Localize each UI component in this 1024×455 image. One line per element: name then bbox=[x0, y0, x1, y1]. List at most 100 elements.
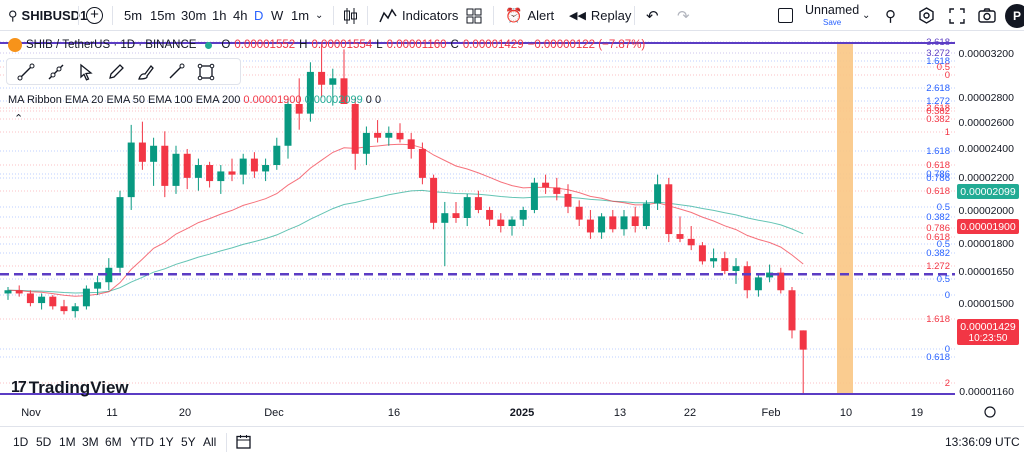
range-3m[interactable]: 3M bbox=[82, 434, 99, 449]
range-1d[interactable]: 1D bbox=[13, 434, 29, 449]
alert-button[interactable]: ⏰ Alert bbox=[505, 7, 555, 23]
rectangle-icon[interactable] bbox=[195, 62, 217, 82]
indicators-button[interactable]: Indicators bbox=[379, 0, 458, 31]
tf-30m[interactable]: 30m bbox=[181, 8, 207, 23]
tradingview-logo-icon: 17 bbox=[11, 379, 27, 396]
layout-save-checkbox[interactable] bbox=[778, 0, 793, 31]
grid-icon bbox=[466, 8, 482, 23]
candle-body bbox=[754, 277, 762, 291]
range-6m[interactable]: 6M bbox=[105, 434, 122, 449]
undo-icon: ↶ bbox=[646, 7, 659, 25]
candle-body bbox=[318, 71, 326, 85]
price-chart[interactable]: 3.6183.2721.6180.502.6181.2722.6180.3820… bbox=[0, 31, 1024, 431]
candle-body bbox=[553, 187, 561, 194]
go-to-date-button[interactable] bbox=[236, 427, 251, 455]
compare-button[interactable]: + bbox=[86, 0, 103, 31]
checkbox-icon bbox=[778, 8, 793, 23]
tf-dropdown[interactable]: ⌄ bbox=[315, 0, 323, 31]
low-value: 0.00001160 bbox=[386, 39, 447, 51]
fullscreen-button[interactable] bbox=[949, 0, 965, 31]
fib-level-label: 0.5 bbox=[937, 239, 950, 250]
redo-button[interactable]: ↷ bbox=[677, 0, 690, 31]
candle-body bbox=[150, 145, 158, 162]
layout-name[interactable]: Unnamed Save bbox=[805, 3, 860, 27]
chart-type-button[interactable] bbox=[343, 0, 359, 31]
candle-body bbox=[396, 132, 404, 140]
symbol-search[interactable]: ⚲ SHIBUSD1 bbox=[8, 0, 87, 31]
ray-icon[interactable] bbox=[45, 62, 67, 82]
tf-4h[interactable]: 4h bbox=[233, 8, 248, 23]
range-5d[interactable]: 5D bbox=[36, 434, 52, 449]
range-1y[interactable]: 1Y bbox=[159, 434, 174, 449]
candle-body bbox=[38, 296, 46, 304]
candle-body bbox=[4, 290, 12, 294]
candle-body bbox=[172, 153, 180, 186]
candle-body bbox=[732, 266, 740, 271]
candle-body bbox=[71, 306, 79, 312]
layouts-button[interactable] bbox=[466, 0, 482, 31]
chevron-down-icon: ⌄ bbox=[862, 10, 871, 21]
fib-level-label: 3.272 bbox=[926, 48, 950, 59]
pencil-icon[interactable] bbox=[105, 62, 127, 82]
range-ytd[interactable]: YTD bbox=[130, 434, 154, 449]
candle-body bbox=[161, 145, 169, 186]
candle-body bbox=[743, 266, 751, 291]
candle-body bbox=[105, 267, 113, 283]
candle-body bbox=[497, 219, 505, 227]
search-icon: ⚲ bbox=[8, 7, 18, 23]
replay-button[interactable]: ◀◀ Replay bbox=[569, 8, 632, 23]
candle-body bbox=[217, 171, 225, 182]
clock-time[interactable]: 13:36:09 UTC bbox=[945, 434, 1020, 449]
time-axis-label: Dec bbox=[264, 407, 284, 419]
tf-15m[interactable]: 15m bbox=[150, 8, 176, 23]
tf-1m[interactable]: 1m bbox=[291, 8, 310, 23]
snapshot-button[interactable] bbox=[978, 0, 996, 31]
fib-level-label: 0.618 bbox=[926, 186, 950, 197]
tf-w[interactable]: W bbox=[271, 8, 284, 23]
candle-body bbox=[441, 213, 449, 223]
candle-body bbox=[486, 209, 494, 220]
price-axis-label: 0.00002000 bbox=[959, 205, 1015, 217]
trendline-icon[interactable] bbox=[15, 62, 37, 82]
candle-body bbox=[452, 213, 460, 218]
brush-icon[interactable] bbox=[135, 62, 157, 82]
collapse-legend-button[interactable]: ⌃ bbox=[14, 112, 23, 125]
undo-button[interactable]: ↶ bbox=[646, 0, 659, 31]
candle-body bbox=[82, 288, 90, 307]
candle-body bbox=[642, 203, 650, 227]
open-value: 0.00001552 bbox=[234, 39, 296, 51]
tf-5m[interactable]: 5m bbox=[124, 8, 143, 23]
high-value: 0.00001554 bbox=[311, 39, 373, 51]
axis-settings-icon[interactable] bbox=[984, 406, 996, 418]
tf-d[interactable]: D bbox=[254, 8, 264, 23]
layout-dropdown[interactable]: ⌄ bbox=[862, 0, 870, 31]
fib-level-label: 0.618 bbox=[926, 160, 950, 171]
redo-icon: ↷ bbox=[677, 7, 690, 25]
user-avatar[interactable]: P bbox=[1005, 0, 1024, 31]
candle-body bbox=[306, 71, 314, 114]
tf-1h[interactable]: 1h bbox=[212, 8, 227, 23]
price-axis-label: 0.00001650 bbox=[959, 266, 1015, 278]
candle-body bbox=[687, 238, 695, 246]
candle-body bbox=[295, 104, 303, 114]
rewind-icon: ◀◀ bbox=[569, 10, 586, 22]
range-5y[interactable]: 5Y bbox=[181, 434, 196, 449]
quick-search-button[interactable]: ⚲ bbox=[885, 0, 896, 31]
candle-body bbox=[654, 184, 662, 204]
range-1m[interactable]: 1M bbox=[59, 434, 76, 449]
candle-body bbox=[676, 234, 684, 239]
candle-body bbox=[138, 142, 146, 162]
settings-button[interactable] bbox=[918, 0, 935, 31]
fib-level-label: 1.272 bbox=[926, 261, 950, 272]
line-tool-icon[interactable] bbox=[165, 62, 187, 82]
candles-icon bbox=[344, 7, 357, 24]
fib-level-label: 0.382 bbox=[926, 114, 950, 125]
candle-body bbox=[609, 216, 617, 230]
range-all[interactable]: All bbox=[203, 434, 217, 449]
candle-body bbox=[351, 104, 359, 154]
cursor-icon[interactable] bbox=[75, 62, 97, 82]
ma-ribbon-legend: MA Ribbon EMA 20 EMA 50 EMA 100 EMA 200 … bbox=[8, 94, 382, 106]
candle-body bbox=[239, 158, 247, 175]
time-axis-label: 10 bbox=[840, 407, 852, 419]
